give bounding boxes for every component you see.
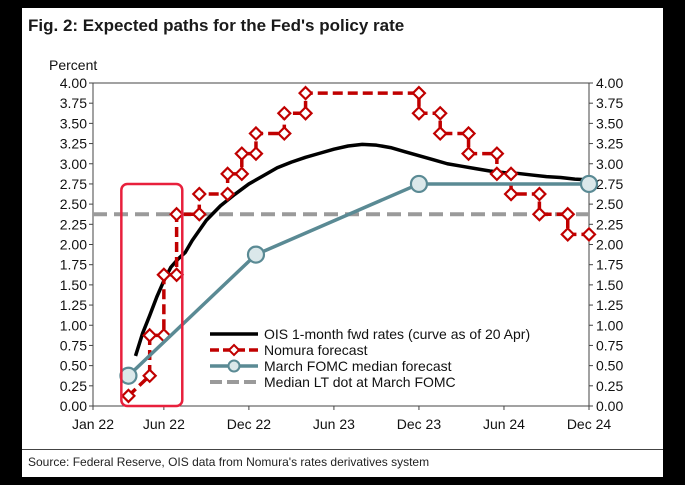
fomc-point: [409, 174, 429, 194]
fomc-point: [246, 245, 266, 264]
nomura-point: [581, 226, 597, 242]
nomura-point: [560, 206, 576, 222]
nomura-point: [560, 226, 576, 242]
y-tick-label-left: 0.50: [60, 358, 87, 374]
series: [93, 85, 599, 404]
y-tick-label-right: 0.00: [596, 398, 623, 414]
nomura-point: [142, 327, 158, 343]
y-tick-label-right: 3.75: [596, 95, 623, 111]
nomura-point: [248, 125, 264, 142]
y-tick-label-left: 0.25: [60, 378, 87, 394]
nomura-point: [120, 388, 136, 404]
nomura-point: [276, 105, 292, 121]
y-tick-label-right: 2.00: [596, 237, 623, 253]
legend-marker-fomc: [227, 359, 241, 373]
y-tick-label-left: 1.75: [60, 257, 87, 273]
y-tick-label-right: 2.50: [596, 196, 623, 212]
legend-label: March FOMC median forecast: [264, 358, 452, 374]
legend: OIS 1-month fwd rates (curve as of 20 Ap…: [210, 326, 530, 390]
nomura-point: [503, 186, 519, 202]
series-nomura-line: [127, 91, 589, 398]
x-tick-label: Dec 22: [227, 416, 272, 432]
y-tick-label-right: 4.00: [596, 75, 623, 91]
highlight-box: [120, 182, 184, 408]
fomc-point: [119, 366, 138, 385]
legend-label: Nomura forecast: [264, 342, 368, 358]
y-tick-label-right: 1.25: [596, 297, 623, 313]
legend-label: OIS 1-month fwd rates (curve as of 20 Ap…: [264, 326, 530, 342]
nomura-point: [220, 186, 236, 202]
y-tick-label-right: 0.50: [596, 358, 623, 374]
x-tick-label: Jan 22: [72, 416, 114, 432]
chart-card: Fig. 2: Expected paths for the Fed's pol…: [22, 8, 663, 477]
source-note: Source: Federal Reserve, OIS data from N…: [28, 455, 430, 469]
nomura-point: [489, 146, 505, 162]
nomura-point: [489, 166, 505, 182]
x-tick-label: Dec 23: [397, 416, 442, 432]
x-tick-label: Jun 22: [143, 416, 185, 432]
y-tick-label-left: 1.50: [60, 277, 87, 293]
nomura-point: [460, 125, 477, 142]
source-divider: [22, 449, 663, 450]
nomura-point: [234, 146, 250, 162]
y-tick-label-left: 2.75: [60, 176, 87, 192]
y-tick-label-right: 1.75: [596, 257, 623, 273]
nomura-point: [142, 368, 158, 384]
x-tick-label: Jun 24: [483, 416, 525, 432]
y-tick-label-right: 0.25: [596, 378, 623, 394]
legend-label: Median LT dot at March FOMC: [264, 374, 456, 390]
nomura-point: [531, 186, 547, 202]
y-tick-label-right: 3.25: [596, 136, 623, 152]
y-tick-label-left: 0.75: [60, 337, 87, 353]
x-tick-label: Jun 23: [313, 416, 355, 432]
nomura-point: [169, 267, 185, 283]
x-tick-label: Dec 24: [567, 416, 612, 432]
y-tick-label-left: 3.25: [60, 136, 87, 152]
chart-title: Fig. 2: Expected paths for the Fed's pol…: [28, 16, 405, 35]
nomura-point: [411, 105, 427, 121]
y-tick-label-right: 2.25: [596, 216, 623, 232]
nomura-point: [234, 166, 250, 182]
axes: 0.00 0.00 0.25 0.25 0.50 0.50 0.75 0.75 1.00 1.00…: [49, 57, 623, 432]
y-tick-label-left: 3.75: [60, 95, 87, 111]
nomura-point: [191, 206, 207, 222]
y-tick-label-right: 1.00: [596, 317, 623, 333]
y-tick-label-left: 3.50: [60, 115, 87, 131]
nomura-point: [248, 146, 264, 162]
nomura-point: [276, 125, 292, 142]
nomura-point: [503, 166, 519, 182]
y-tick-label-right: 3.00: [596, 156, 623, 172]
y-axis-label: Percent: [49, 57, 97, 73]
series-ois-line: [133, 142, 590, 357]
annotations: [120, 182, 184, 408]
y-tick-label-right: 3.50: [596, 115, 623, 131]
y-tick-label-left: 4.00: [60, 75, 87, 91]
y-tick-label-right: 1.50: [596, 277, 623, 293]
y-tick-label-right: 2.75: [596, 176, 623, 192]
y-tick-label-left: 3.00: [60, 156, 87, 172]
y-tick-label-left: 1.25: [60, 297, 87, 313]
y-tick-label-left: 2.00: [60, 237, 87, 253]
y-tick-label-left: 0.00: [60, 398, 87, 414]
series-fomc-line: [127, 182, 589, 377]
nomura-point: [191, 186, 207, 202]
y-tick-label-right: 0.75: [596, 337, 623, 353]
nomura-point: [411, 85, 427, 101]
nomura-point: [531, 206, 547, 222]
nomura-point: [156, 267, 172, 283]
nomura-point: [169, 206, 185, 222]
nomura-point: [432, 105, 448, 121]
rate-paths-chart: 0.00 0.00 0.25 0.25 0.50 0.50 0.75 0.75 1.00 1.00…: [49, 57, 623, 432]
legend-marker-nomura: [227, 343, 241, 357]
nomura-point: [460, 146, 477, 162]
nomura-point: [220, 166, 236, 182]
fomc-point: [579, 174, 599, 194]
y-tick-label-left: 1.00: [60, 317, 87, 333]
y-tick-label-left: 2.50: [60, 196, 87, 212]
nomura-point: [298, 105, 314, 121]
nomura-point: [432, 125, 448, 142]
y-tick-label-left: 2.25: [60, 216, 87, 232]
nomura-point: [298, 85, 314, 101]
